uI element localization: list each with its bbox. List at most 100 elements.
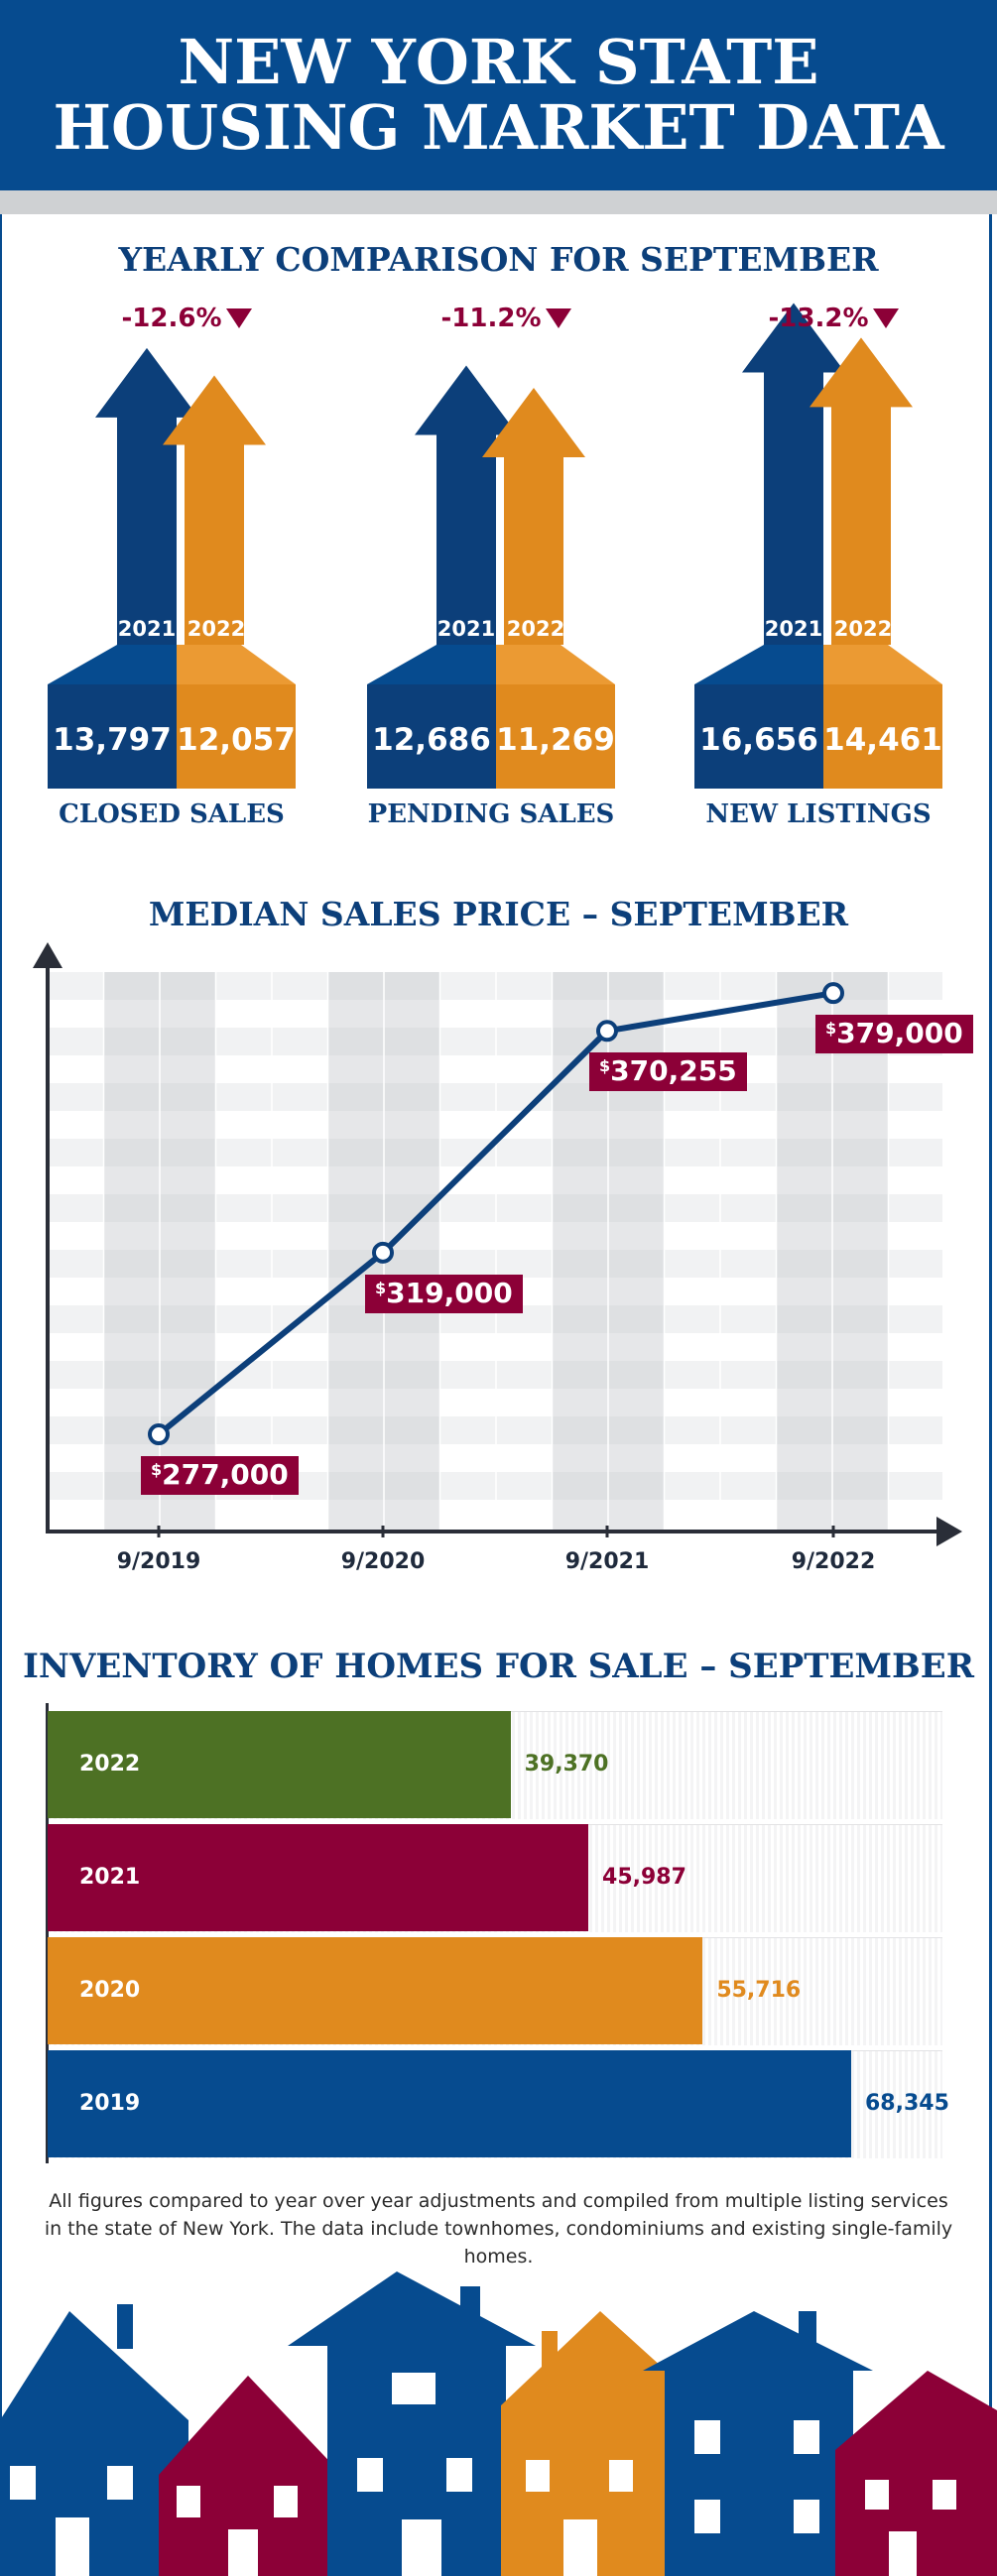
- price-label-1: $319,000: [365, 1274, 523, 1313]
- price-value: 277,000: [162, 1458, 289, 1492]
- grid-column: [776, 972, 832, 1530]
- currency-symbol: $: [825, 1019, 837, 1039]
- year-label-2021-2: 2021: [764, 617, 823, 641]
- price-label-3: $379,000: [815, 1015, 973, 1054]
- grid-row: [48, 972, 942, 1000]
- inventory-bar-2022: 2022: [48, 1711, 511, 1818]
- base-2021-2: [694, 684, 823, 789]
- base-top-2022-0: [177, 645, 296, 684]
- window-icon: [933, 2480, 956, 2510]
- title-line-1: NEW YORK STATE: [178, 26, 819, 98]
- grid-column: [888, 972, 944, 1530]
- value-2021-1: 12,686: [372, 722, 491, 758]
- data-point: [596, 1020, 618, 1043]
- grid-column: [215, 972, 272, 1530]
- base-2022-0: [177, 684, 296, 789]
- group-label-2: NEW LISTINGS: [705, 799, 932, 829]
- grid-row: [48, 1361, 942, 1389]
- window-icon: [392, 2373, 436, 2404]
- group-label-0: CLOSED SALES: [59, 799, 285, 829]
- inventory-year-label: 2019: [79, 2091, 141, 2116]
- price-value: 370,255: [610, 1054, 737, 1088]
- year-label-2022-2: 2022: [833, 617, 893, 641]
- yearly-title: YEARLY COMPARISON FOR SEPTEMBER: [118, 240, 879, 279]
- header-divider: [0, 190, 997, 214]
- median-title: MEDIAN SALES PRICE – SEPTEMBER: [148, 895, 849, 933]
- median-line-chart: [33, 942, 962, 1546]
- chimney: [799, 2311, 816, 2347]
- currency-symbol: $: [151, 1460, 163, 1480]
- x-tick-label-1: 9/2020: [340, 1549, 426, 1574]
- x-tick-label-0: 9/2019: [116, 1549, 201, 1574]
- window-icon: [526, 2460, 550, 2492]
- down-arrow-icon: [872, 308, 899, 328]
- title-line-2: HOUSING MARKET DATA: [53, 91, 944, 164]
- inventory-title: INVENTORY OF HOMES FOR SALE – SEPTEMBER: [23, 1647, 974, 1686]
- down-arrow-icon: [545, 308, 571, 328]
- currency-symbol: $: [599, 1056, 611, 1076]
- grid-row: [48, 1083, 942, 1111]
- window-icon: [694, 2500, 720, 2533]
- inventory-bar-2020: 2020: [48, 1937, 703, 2044]
- door-icon: [402, 2519, 441, 2576]
- house-3: [288, 2271, 536, 2576]
- window-icon: [357, 2458, 383, 2492]
- grid-row: [48, 1416, 942, 1444]
- change-label-0: -12.6%: [117, 304, 256, 333]
- house-2: [159, 2376, 342, 2576]
- base-2021-1: [367, 684, 496, 789]
- base-2022-1: [496, 684, 615, 789]
- price-label-0: $277,000: [141, 1456, 299, 1496]
- window-icon: [865, 2480, 889, 2510]
- x-axis-arrow-icon: [936, 1517, 962, 1546]
- header-banner: NEW YORK STATE HOUSING MARKET DATA: [0, 0, 997, 190]
- change-value-0: -12.6%: [121, 304, 222, 333]
- median-price-line: [157, 990, 834, 1437]
- inventory-value-2020: 55,716: [716, 1978, 802, 2003]
- arrow-2022-2: [810, 337, 913, 645]
- door-icon: [889, 2531, 917, 2576]
- base-top-2021-2: [694, 645, 823, 684]
- arrow-2022-1: [482, 388, 585, 645]
- price-label-2: $370,255: [589, 1052, 747, 1092]
- x-tick-label-3: 9/2022: [791, 1549, 876, 1574]
- arrow-2022-0: [163, 375, 266, 645]
- door-icon: [563, 2519, 597, 2576]
- window-icon: [609, 2460, 633, 2492]
- price-value: 379,000: [836, 1017, 963, 1050]
- inventory-axis: [46, 1703, 49, 2163]
- arrow-2021-1: [415, 365, 518, 645]
- grid-column: [832, 972, 889, 1530]
- grid-column: [439, 972, 496, 1530]
- data-point: [148, 1423, 170, 1446]
- house-1: [0, 2311, 188, 2576]
- chimney: [542, 2331, 558, 2371]
- arrow-2021-2: [742, 303, 845, 645]
- value-2021-0: 13,797: [53, 722, 172, 758]
- year-label-2022-0: 2022: [187, 617, 246, 641]
- value-2022-1: 11,269: [496, 722, 615, 758]
- base-top-2021-1: [367, 645, 496, 684]
- year-label-2021-0: 2021: [117, 617, 177, 641]
- data-point: [822, 982, 844, 1005]
- door-icon: [56, 2517, 89, 2576]
- price-value: 319,000: [386, 1276, 513, 1309]
- y-axis-arrow-icon: [33, 942, 62, 968]
- window-icon: [107, 2466, 133, 2500]
- chimney: [460, 2286, 480, 2326]
- inventory-year-label: 2021: [79, 1865, 141, 1890]
- window-icon: [794, 2420, 819, 2454]
- base-top-2022-2: [823, 645, 942, 684]
- door-icon: [228, 2529, 258, 2576]
- window-icon: [274, 2486, 298, 2517]
- house-6: [835, 2371, 997, 2576]
- change-value-2: -13.2%: [768, 304, 869, 333]
- base-top-2022-1: [496, 645, 615, 684]
- window-icon: [446, 2458, 472, 2492]
- currency-symbol: $: [375, 1278, 387, 1297]
- value-2022-0: 12,057: [177, 722, 296, 758]
- change-label-2: -13.2%: [764, 304, 903, 333]
- window-icon: [177, 2486, 200, 2517]
- change-label-1: -11.2%: [436, 304, 575, 333]
